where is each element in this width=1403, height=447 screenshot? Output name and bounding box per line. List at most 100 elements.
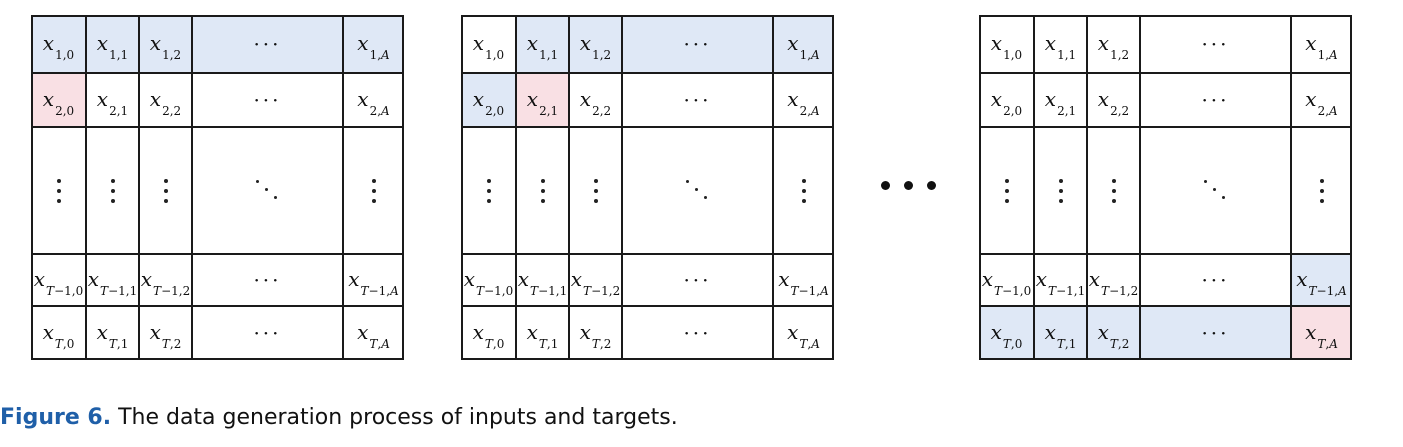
matrix-cell: x2,1 <box>1044 86 1077 118</box>
matrix-cell: xT,A <box>1291 306 1352 360</box>
caption-text: The data generation process of inputs an… <box>118 405 678 430</box>
grid-line <box>568 15 570 360</box>
grid-line <box>31 72 404 74</box>
matrix-cell: x2,0 <box>990 86 1023 118</box>
matrix-cell: x2,1 <box>516 73 569 127</box>
matrix-cell <box>31 127 86 254</box>
matrix-cell: xT−1,0 <box>33 266 84 298</box>
grid-line <box>979 126 1352 128</box>
matrix-cell: x1,A <box>1305 30 1338 62</box>
matrix-panel-step-last <box>979 15 1352 360</box>
matrix-cell: x1,1 <box>516 15 569 73</box>
matrix-cell: ··· <box>192 15 343 73</box>
grid-line <box>461 253 834 255</box>
caption-label: Figure 6. <box>0 405 112 430</box>
matrix-cell: xT,A <box>787 319 820 351</box>
matrix-cell: x2,0 <box>461 73 516 127</box>
grid-line <box>31 253 404 255</box>
matrix-cell: ··· <box>253 268 282 292</box>
matrix-cell <box>569 127 622 254</box>
matrix-cell: xT,1 <box>1034 306 1087 360</box>
matrix-cell: xT−1,A <box>348 266 399 298</box>
grid-line <box>31 126 404 128</box>
grid-line <box>1033 15 1035 360</box>
matrix-cell: x2,2 <box>1097 86 1130 118</box>
matrix-cell <box>139 127 192 254</box>
matrix-cell: xT−1,0 <box>981 266 1032 298</box>
matrix-cell: ··· <box>1201 32 1230 56</box>
matrix-cell: x1,0 <box>990 30 1023 62</box>
matrix-cell: x2,A <box>787 86 820 118</box>
grid-line <box>85 15 87 360</box>
matrix-cell: ··· <box>253 321 282 345</box>
matrix-cell <box>773 127 834 254</box>
matrix-cell: xT,0 <box>472 319 505 351</box>
grid-line <box>138 15 140 360</box>
matrix-cell: x1,2 <box>1097 30 1130 62</box>
matrix-cell: xT−1,2 <box>570 266 621 298</box>
ellipsis-dot <box>904 181 913 190</box>
matrix-cell: x2,A <box>1305 86 1338 118</box>
matrix-cell: xT−1,0 <box>463 266 514 298</box>
grid-line <box>191 15 193 360</box>
matrix-cell: xT,0 <box>42 319 75 351</box>
grid-line <box>979 253 1352 255</box>
matrix-cell: x1,0 <box>472 30 505 62</box>
matrix-cell: ··· <box>253 88 282 112</box>
matrix-cell: ··· <box>1201 88 1230 112</box>
matrix-cell: ··· <box>1140 306 1291 360</box>
matrix-cell: xT−1,1 <box>517 266 568 298</box>
matrix-cell: x1,2 <box>139 15 192 73</box>
matrix-cell: ··· <box>622 15 773 73</box>
matrix-cell: xT,2 <box>1087 306 1140 360</box>
grid-line <box>461 126 834 128</box>
grid-line <box>621 15 623 360</box>
matrix-cell: x1,1 <box>1044 30 1077 62</box>
grid-line <box>1290 15 1292 360</box>
matrix-cell: x1,A <box>343 15 404 73</box>
matrix-panel-step-2 <box>461 15 834 360</box>
matrix-cell: ··· <box>683 268 712 292</box>
matrix-cell: xT−1,1 <box>87 266 138 298</box>
matrix-cell <box>461 127 516 254</box>
matrix-cell <box>343 127 404 254</box>
matrix-cell: x2,2 <box>579 86 612 118</box>
matrix-cell: xT,1 <box>96 319 129 351</box>
matrix-cell: xT,2 <box>579 319 612 351</box>
matrix-panel-step-1 <box>31 15 404 360</box>
matrix-cell: x1,1 <box>86 15 139 73</box>
matrix-cell <box>979 127 1034 254</box>
matrix-cell <box>1291 127 1352 254</box>
matrix-cell: x2,1 <box>96 86 129 118</box>
matrix-cell <box>1034 127 1087 254</box>
matrix-cell: xT−1,A <box>778 266 829 298</box>
grid-line <box>1139 15 1141 360</box>
matrix-cell: x2,2 <box>149 86 182 118</box>
matrix-cell: xT,A <box>357 319 390 351</box>
grid-line <box>461 72 834 74</box>
grid-line <box>342 15 344 360</box>
matrix-cell: xT−1,A <box>1291 254 1352 306</box>
ellipsis-dot <box>881 181 890 190</box>
grid-line <box>1086 15 1088 360</box>
matrix-cell: xT,1 <box>526 319 559 351</box>
matrix-cell <box>1087 127 1140 254</box>
matrix-cell <box>192 127 343 254</box>
matrix-cell <box>1140 127 1291 254</box>
matrix-cell: ··· <box>683 88 712 112</box>
matrix-cell <box>516 127 569 254</box>
matrix-cell: ··· <box>1201 268 1230 292</box>
matrix-cell: x1,0 <box>31 15 86 73</box>
grid-line <box>515 15 517 360</box>
matrix-cell: xT−1,2 <box>1088 266 1139 298</box>
matrix-cell: xT−1,1 <box>1035 266 1086 298</box>
matrix-cell: x2,0 <box>31 73 86 127</box>
matrix-cell: xT,2 <box>149 319 182 351</box>
matrix-cell <box>86 127 139 254</box>
grid-line <box>461 305 834 307</box>
matrix-cell: x1,2 <box>569 15 622 73</box>
ellipsis-dot <box>927 181 936 190</box>
grid-line <box>979 305 1352 307</box>
figure-caption: Figure 6. The data generation process of… <box>0 405 678 430</box>
matrix-cell: x2,A <box>357 86 390 118</box>
